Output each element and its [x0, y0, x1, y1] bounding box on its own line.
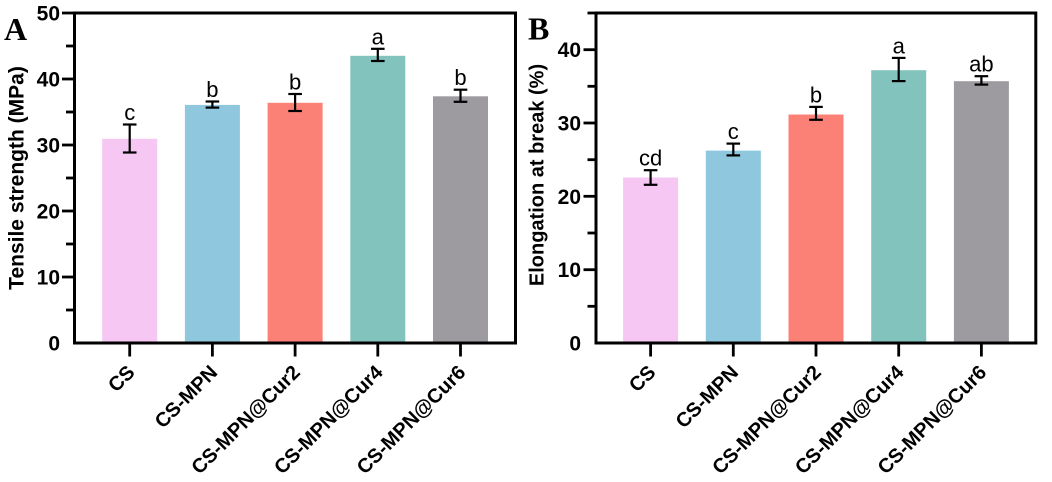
svg-text:a: a: [372, 24, 385, 49]
svg-text:10: 10: [37, 267, 60, 290]
svg-text:a: a: [893, 33, 906, 58]
svg-text:0: 0: [48, 333, 60, 356]
svg-text:b: b: [289, 70, 301, 95]
svg-text:b: b: [206, 77, 218, 102]
svg-text:20: 20: [558, 186, 581, 209]
svg-text:50: 50: [37, 3, 60, 26]
svg-text:Tensile strength (MPa): Tensile strength (MPa): [6, 66, 29, 290]
svg-text:cd: cd: [639, 146, 662, 171]
svg-text:30: 30: [558, 113, 581, 136]
svg-text:20: 20: [37, 201, 60, 224]
svg-text:10: 10: [558, 259, 581, 282]
svg-text:40: 40: [558, 39, 581, 62]
svg-text:Elongation at break (%): Elongation at break (%): [527, 64, 549, 286]
svg-text:30: 30: [37, 135, 60, 158]
svg-text:A: A: [4, 11, 27, 47]
svg-text:b: b: [454, 65, 466, 90]
svg-text:40: 40: [37, 69, 60, 92]
svg-text:0: 0: [569, 333, 581, 356]
svg-text:B: B: [528, 11, 549, 47]
svg-text:ab: ab: [969, 52, 993, 77]
svg-text:c: c: [728, 119, 739, 144]
svg-text:b: b: [810, 82, 822, 107]
svg-text:c: c: [124, 100, 135, 125]
